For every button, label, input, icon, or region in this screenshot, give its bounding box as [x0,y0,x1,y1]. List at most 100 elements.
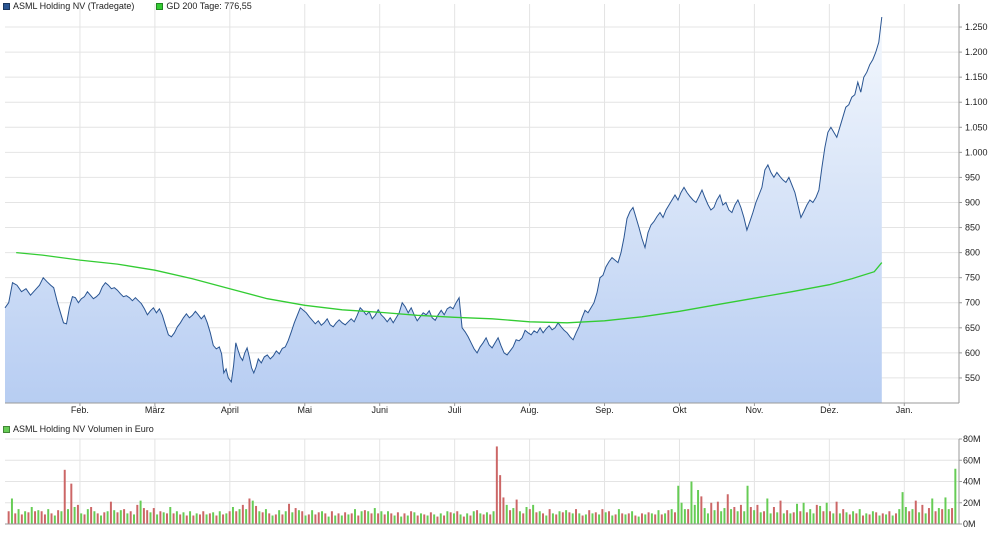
volume-bar [317,512,320,524]
volume-bar [898,509,901,525]
volume-bar [733,507,736,524]
volume-bar [736,511,739,524]
volume-bar [608,511,610,524]
volume-bar [344,512,347,524]
volume-bar [485,512,488,524]
volume-bar [297,510,300,524]
volume-legend-swatch [3,425,10,433]
volume-bar [644,514,647,524]
volume-bar [838,513,841,525]
price-x-tick-labels: Feb. März April Mai Juni Juli Aug. Sep. Okt Nov. D… [71,403,913,415]
volume-bar [621,513,624,525]
volume-bar [614,514,617,524]
volume-bar [492,511,495,524]
volume-bar [83,514,86,524]
volume-bar [20,514,23,524]
volume-bar [119,510,122,524]
volume-bar [746,485,749,524]
volume-bar [103,512,106,524]
volume-bar [654,514,657,524]
price-y-tick-label: 550 [965,373,980,383]
volume-bar [832,513,835,525]
volume-bar [60,511,63,524]
volume-bar [70,483,73,525]
volume-bar [222,514,225,524]
price-y-tick-label: 1.000 [965,147,988,157]
volume-bar [528,509,531,525]
volume-bar [47,509,50,525]
volume-bar [944,497,947,524]
volume-bar [347,514,350,524]
volume-bar [845,512,848,524]
price-y-tick-label: 800 [965,248,980,258]
volume-bar [30,507,33,524]
volume-bar [848,514,851,524]
volume-bar [452,513,455,525]
volume-bar [126,513,129,525]
volume-bar [149,512,152,524]
volume-bar [924,513,927,525]
volume-bar [796,503,799,524]
volume-bar [769,513,772,525]
volume-bar [819,505,822,524]
volume-bar [354,509,356,525]
volume-bar [218,511,221,524]
volume-bar [525,507,528,524]
volume-bar [34,511,37,524]
volume-bar [561,512,564,524]
volume-bar [772,507,775,524]
volume-bar [456,511,459,524]
volume-bar [759,512,762,524]
volume-bar [743,511,746,524]
volume-bar [664,513,667,525]
volume-bar [403,513,406,525]
volume-bar [304,515,307,524]
price-x-tick-label: Nov. [745,405,763,415]
volume-bar [558,511,561,524]
sma-legend-swatch [156,2,164,10]
volume-bar [931,498,934,524]
price-x-tick-label: Sep. [595,405,614,415]
volume-bar [175,511,178,524]
volume-bar [779,500,782,525]
volume-bar [739,504,742,525]
volume-bar [146,510,149,524]
volume-bar [716,501,719,524]
volume-bar [90,507,93,524]
price-y-tick-labels: 550 600 650 700 750 800 850 900 950 1.000 1.050 1.1… [959,22,988,383]
volume-bar [37,510,40,524]
volume-bar [225,513,228,525]
price-x-tick-label: Dez. [820,405,839,415]
volume-bar [288,503,291,524]
volume-bar [766,498,769,524]
volume-bar [294,508,297,524]
volume-bar [829,511,831,524]
volume-bar [393,515,396,524]
volume-bar [208,513,211,525]
volume-bar [604,512,607,524]
volume-bar [139,500,142,525]
price-y-tick-label: 1.250 [965,22,988,32]
volume-bar [86,509,89,525]
volume-bar [248,498,251,524]
volume-bar [855,513,858,525]
volume-bar [350,513,353,525]
sma-200-line [16,251,883,324]
volume-bar [264,509,267,525]
volume-y-tick-label: 20M [963,498,981,508]
price-x-tick-label: Jan. [896,405,913,415]
volume-bar [914,500,917,525]
volume-bar [515,499,518,524]
volume-bar [281,514,284,524]
volume-bar [650,513,653,525]
volume-bar [466,513,469,525]
volume-bar [842,509,845,525]
volume-bar [730,509,733,525]
volume-bar [591,513,594,525]
volume-bar [499,475,502,525]
volume-bar [311,510,314,524]
volume-bar [63,469,66,524]
volume-bar [152,508,155,524]
volume-bar [271,515,274,524]
volume-bar [677,485,680,524]
